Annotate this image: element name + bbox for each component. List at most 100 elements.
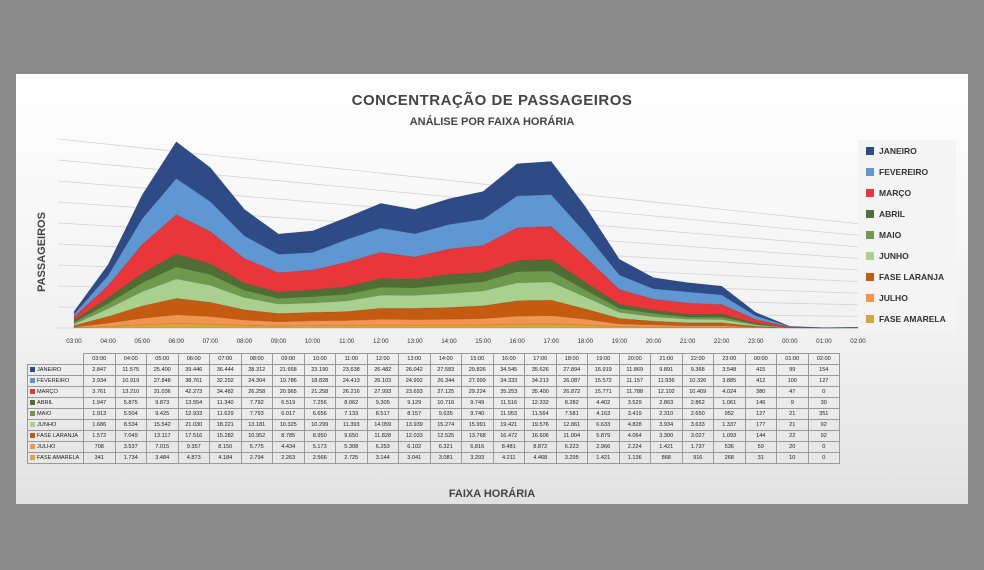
table-corner — [28, 354, 84, 365]
table-row-header: FASE LARANJA — [27, 430, 84, 442]
table-row: JUNHO 1.686 8.534 15.542 21.030 18.221 13.181 1… — [27, 419, 840, 431]
table-cell: 27.993 — [366, 386, 399, 398]
table-cell: 9.305 — [366, 397, 399, 409]
x-tick-label: 13:00 — [407, 338, 423, 345]
table-column-header: 10:00 — [303, 353, 336, 365]
chart-title: CONCENTRAÇÃO DE PASSAGEIROS — [351, 92, 633, 109]
table-cell: 127 — [744, 408, 777, 420]
x-tick-label: 10:00 — [305, 338, 321, 345]
table-cell: 26.103 — [366, 375, 399, 387]
table-series-name: FEVEREIRO — [37, 378, 70, 384]
table-row-header: FEVEREIRO — [27, 375, 84, 387]
table-cell: 24.304 — [240, 375, 273, 387]
x-tick-label: 11:00 — [339, 338, 355, 345]
table-cell: 1.737 — [681, 441, 714, 453]
x-tick-label: 20:00 — [646, 338, 662, 345]
table-cell: 27.848 — [146, 375, 179, 387]
table-series-name: MAIO — [37, 411, 52, 417]
table-cell: 10.325 — [272, 419, 305, 431]
table-cell: 18.221 — [209, 419, 242, 431]
table-cell: 868 — [650, 452, 683, 464]
table-cell: 34.213 — [524, 375, 557, 387]
table-cell: 3.537 — [114, 441, 147, 453]
table-cell: 6.223 — [555, 441, 588, 453]
legend-swatch — [866, 273, 874, 281]
table-cell: 1.421 — [587, 452, 620, 464]
table-cell: 16.606 — [524, 430, 557, 442]
table-cell: 4.064 — [618, 430, 651, 442]
table-cell: 2.794 — [240, 452, 273, 464]
table-cell: 8.282 — [555, 397, 588, 409]
table-cell: 154 — [807, 364, 840, 376]
table-row: JANEIRO 2.847 11.575 25.400 39.446 36.444 28.3… — [27, 364, 840, 376]
table-series-name: FASE LARANJA — [37, 433, 79, 439]
table-cell: 26.216 — [335, 386, 368, 398]
legend-item: FASE LARANJA — [866, 270, 944, 284]
legend-item: MAIO — [866, 228, 901, 242]
legend-swatch — [866, 189, 874, 197]
table-cell: 10.919 — [114, 375, 147, 387]
table-legend-key — [30, 422, 35, 428]
table-cell: 15.542 — [146, 419, 179, 431]
x-tick-label: 22:00 — [714, 338, 730, 345]
table-column-header: 03:00 — [83, 353, 116, 365]
table-column-header: 04:00 — [114, 353, 147, 365]
table-cell: 3.529 — [618, 397, 651, 409]
table-cell: 15.282 — [209, 430, 242, 442]
x-tick-label: 18:00 — [578, 338, 594, 345]
table-cell: 3.484 — [146, 452, 179, 464]
table-cell: 6.656 — [303, 408, 336, 420]
table-cell: 1.913 — [83, 408, 116, 420]
table-row-header: MARÇO — [27, 386, 84, 398]
table-cell: 9.740 — [461, 408, 494, 420]
x-tick-label: 07:00 — [203, 338, 219, 345]
table-cell: 11.936 — [650, 375, 683, 387]
table-cell: 2.263 — [272, 452, 305, 464]
table-cell: 4.434 — [272, 441, 305, 453]
table-cell: 4.468 — [524, 452, 557, 464]
table-header-row: 03:00 04:00 05:00 06:00 07:00 08:00 09:00 10:00… — [28, 353, 840, 365]
table-column-header: 22:00 — [681, 353, 714, 365]
table-cell: 9.129 — [398, 397, 431, 409]
table-row: FEVEREIRO 2.934 10.919 27.848 38.761 32.292 24… — [27, 375, 840, 387]
x-tick-label: 14:00 — [441, 338, 457, 345]
legend-item: FEVEREIRO — [866, 165, 928, 179]
table-cell: 27.999 — [461, 375, 494, 387]
legend-item: JUNHO — [866, 249, 909, 263]
table-column-header: 02:00 — [807, 353, 840, 365]
table-cell: 4.163 — [587, 408, 620, 420]
table-cell: 21 — [776, 408, 809, 420]
table-cell: 4.024 — [713, 386, 746, 398]
table-cell: 13.554 — [177, 397, 210, 409]
table-cell: 11.788 — [618, 386, 651, 398]
table-cell: 3.293 — [461, 452, 494, 464]
table-cell: 10.326 — [681, 375, 714, 387]
table-cell: 10 — [776, 452, 809, 464]
table-column-header: 19:00 — [587, 353, 620, 365]
table-cell: 24.413 — [335, 375, 368, 387]
table-series-name: ABRIL — [37, 400, 54, 406]
table-cell: 3.144 — [366, 452, 399, 464]
table-cell: 146 — [744, 397, 777, 409]
legend-label: JULHO — [879, 293, 908, 303]
table-cell: 13.939 — [398, 419, 431, 431]
table-column-header: 09:00 — [272, 353, 305, 365]
legend-swatch — [866, 168, 874, 176]
legend-label: MARÇO — [879, 188, 912, 198]
table-legend-key — [30, 389, 35, 395]
table-cell: 1.061 — [713, 397, 746, 409]
table-cell: 268 — [713, 452, 746, 464]
table-cell: 100 — [776, 375, 809, 387]
legend-item: ABRIL — [866, 207, 905, 221]
table-cell: 6.253 — [366, 441, 399, 453]
table-cell: 10.952 — [240, 430, 273, 442]
table-cell: 20.965 — [272, 386, 305, 398]
table-cell: 3.761 — [83, 386, 116, 398]
table-cell: 30 — [807, 397, 840, 409]
table-cell: 7.133 — [335, 408, 368, 420]
legend-item: JULHO — [866, 291, 908, 305]
table-row: MARÇO 3.761 13.210 31.036 42.273 34.482 26.258… — [27, 386, 840, 398]
table-cell: 11.340 — [209, 397, 242, 409]
legend-item: FASE AMARELA — [866, 312, 946, 326]
